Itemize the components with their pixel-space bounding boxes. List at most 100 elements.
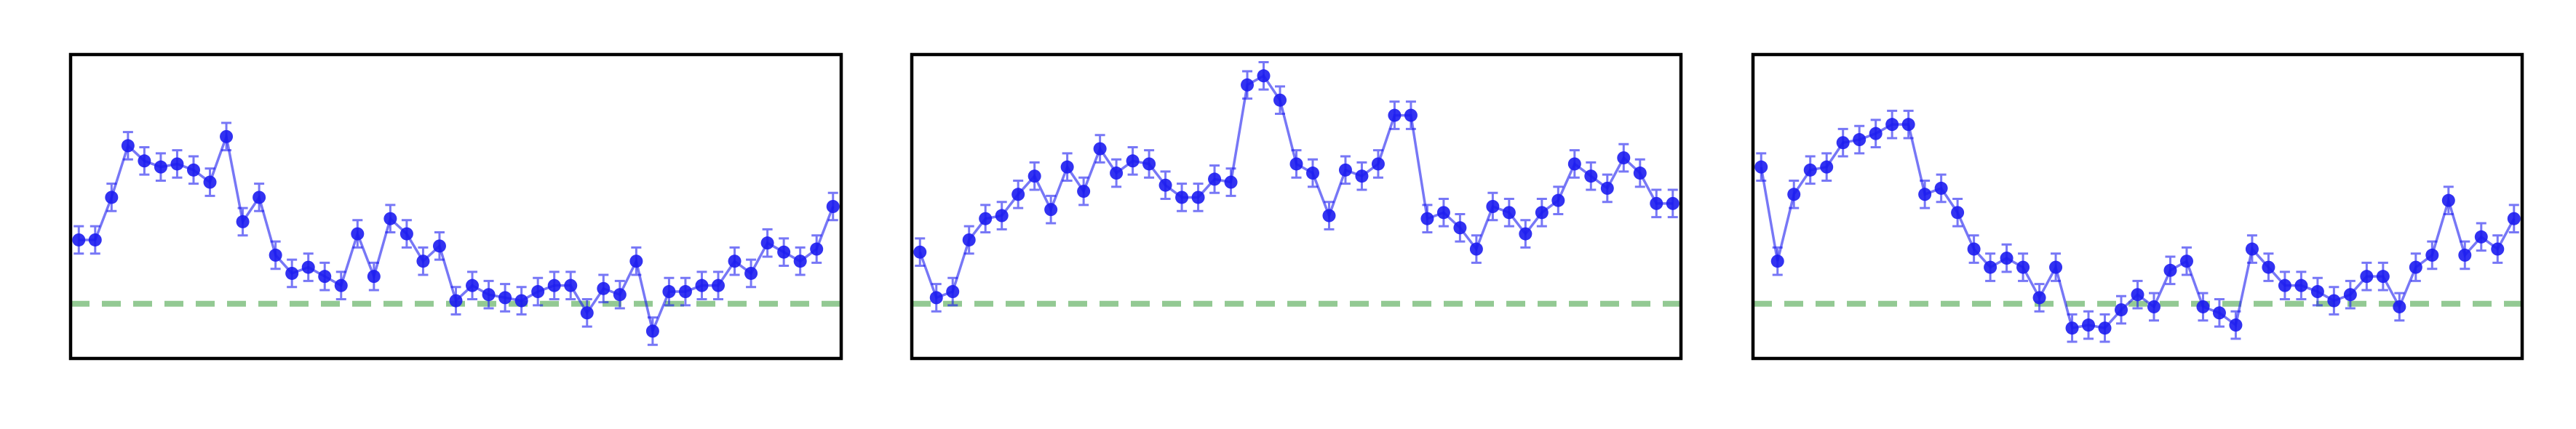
point: [793, 254, 807, 268]
point: [1289, 157, 1303, 171]
point: [1453, 221, 1467, 235]
point: [1600, 181, 1614, 195]
point: [154, 160, 167, 174]
point: [2016, 260, 2030, 274]
point: [2082, 318, 2096, 332]
point: [2245, 242, 2259, 256]
point: [1273, 93, 1287, 107]
panel-frame: [1751, 52, 2524, 361]
point: [1257, 69, 1271, 83]
point: [2262, 260, 2275, 274]
point: [1934, 181, 1948, 195]
point: [1093, 142, 1107, 156]
point: [2360, 270, 2374, 284]
point: [1027, 169, 1041, 183]
point: [1110, 167, 1124, 180]
point: [2474, 230, 2488, 244]
point: [334, 278, 348, 292]
point: [1984, 260, 1997, 274]
point: [253, 191, 266, 204]
point: [1787, 188, 1801, 201]
point: [929, 291, 943, 305]
point: [531, 285, 545, 299]
point: [186, 163, 200, 177]
point: [105, 191, 119, 204]
point: [2491, 242, 2505, 256]
point: [547, 278, 561, 292]
point: [1420, 212, 1434, 225]
point: [913, 245, 927, 259]
point: [367, 270, 381, 284]
panel-frame: [910, 52, 1683, 361]
point: [777, 245, 791, 259]
point: [826, 200, 840, 213]
point: [810, 242, 824, 256]
point: [2458, 248, 2472, 262]
point: [2212, 306, 2226, 320]
point: [2163, 263, 2177, 277]
point: [203, 175, 217, 189]
point: [1803, 163, 1817, 177]
point: [962, 233, 976, 246]
point: [1502, 206, 1516, 220]
point: [1869, 127, 1883, 140]
point: [1241, 78, 1255, 92]
point: [2376, 270, 2390, 284]
point: [1338, 163, 1352, 177]
point: [1142, 157, 1156, 171]
point: [1404, 108, 1418, 122]
point: [1077, 185, 1091, 199]
point: [416, 254, 430, 268]
point: [597, 281, 611, 295]
point: [170, 157, 184, 171]
point: [1191, 191, 1205, 204]
point: [1567, 157, 1581, 171]
point: [1918, 188, 1932, 201]
point: [1060, 160, 1074, 174]
point: [1371, 157, 1385, 171]
point: [2441, 193, 2455, 207]
point: [744, 266, 758, 280]
panel-frame: [68, 52, 843, 361]
point: [1967, 242, 1981, 256]
point: [2425, 248, 2439, 262]
point: [2065, 321, 2079, 335]
point: [564, 278, 578, 292]
point: [995, 209, 1009, 222]
point: [2131, 288, 2144, 302]
point: [1853, 133, 1867, 147]
point: [466, 278, 480, 292]
point: [482, 288, 496, 302]
point: [220, 129, 234, 143]
point: [269, 248, 282, 262]
point: [946, 285, 960, 299]
point: [1617, 151, 1631, 165]
point: [629, 254, 643, 268]
point: [351, 227, 365, 241]
point: [1388, 108, 1402, 122]
point: [1158, 178, 1172, 192]
point: [712, 278, 726, 292]
point: [645, 324, 659, 338]
point: [2310, 285, 2324, 299]
point: [2229, 318, 2243, 332]
point: [1224, 175, 1238, 189]
point: [2409, 260, 2422, 274]
point: [1519, 227, 1533, 241]
point: [760, 236, 774, 250]
point: [2049, 260, 2063, 274]
point: [449, 294, 463, 308]
point: [2115, 303, 2128, 317]
point: [498, 291, 512, 305]
point: [1885, 118, 1899, 132]
point: [1584, 169, 1598, 183]
point: [301, 260, 315, 274]
point: [432, 239, 446, 253]
point: [1044, 203, 1058, 217]
point: [1011, 188, 1025, 201]
point: [1469, 242, 1483, 256]
point: [236, 214, 250, 228]
point: [2098, 321, 2112, 335]
